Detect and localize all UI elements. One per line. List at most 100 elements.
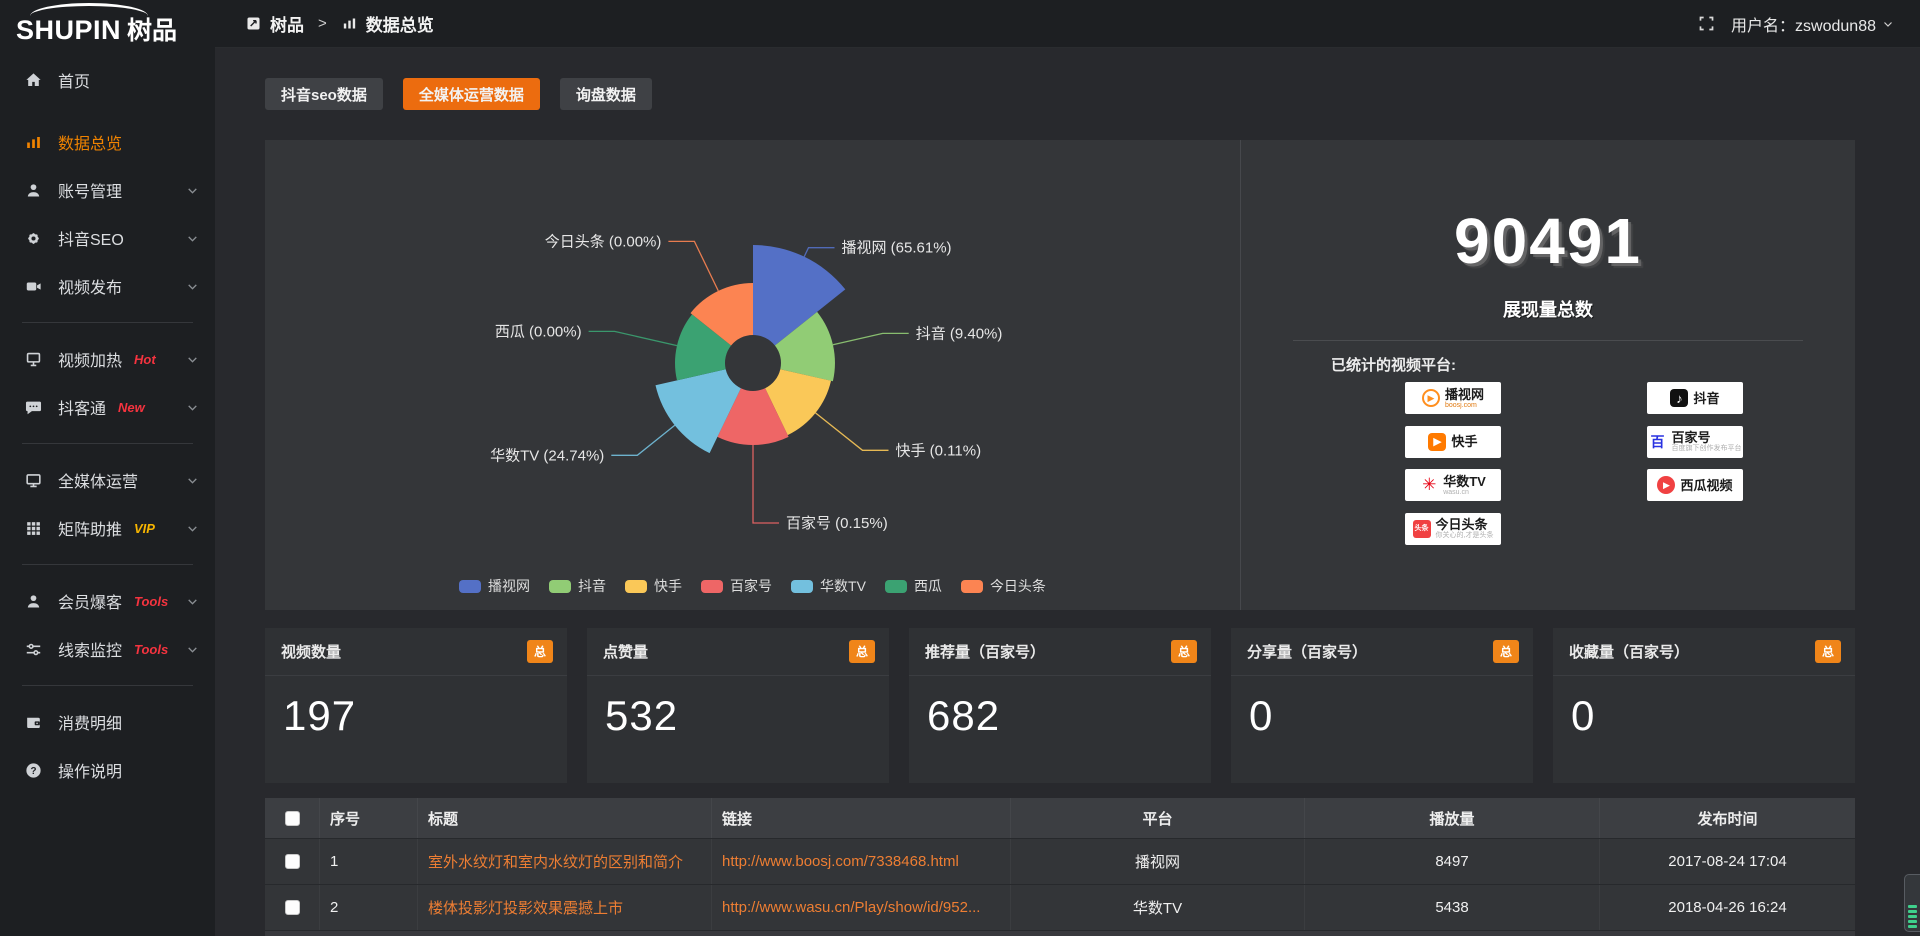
chevron-down-icon (186, 232, 199, 245)
divider (22, 322, 193, 323)
stat-title: 点赞量 (603, 644, 649, 661)
xigua-logo: ▶ (1657, 476, 1676, 494)
sidebar: SHUPIN 树品 首页 数据总览 账号管理 抖音SEO 视频发布 视频加热 H… (0, 0, 215, 936)
data-tabs: 抖音seo数据 全媒体运营数据 询盘数据 (265, 78, 652, 110)
legend-item-6[interactable]: 今日头条 (960, 576, 1046, 596)
topbar-right: 用户名：zswodun88 (1698, 12, 1894, 36)
legend-item-3[interactable]: 百家号 (701, 576, 772, 596)
stat-title: 分享量（百家号） (1247, 644, 1368, 661)
pie-slice-2[interactable] (765, 369, 831, 436)
sidebar-menu: 首页 数据总览 账号管理 抖音SEO 视频发布 视频加热 Hot 抖客通 New… (0, 48, 215, 794)
floating-scroll-widget[interactable] (1904, 874, 1920, 932)
label-line-4 (611, 424, 676, 456)
user-menu[interactable]: 用户名：zswodun88 (1731, 12, 1894, 36)
pie-label-5: 西瓜 (0.00%) (495, 323, 582, 340)
tab-inquiry-data[interactable]: 询盘数据 (559, 78, 652, 110)
sidebar-item-operation-help[interactable]: 操作说明 (0, 746, 215, 794)
chevron-down-icon (186, 401, 199, 414)
row-checkbox[interactable] (284, 900, 300, 915)
breadcrumb-item-root[interactable]: 树品 (270, 16, 304, 35)
sidebar-item-douyin-seo[interactable]: 抖音SEO (0, 214, 215, 262)
wasu-logo: ✳ (1420, 475, 1439, 494)
cell-title[interactable]: 室外水纹灯和室内水纹灯的区别和简介 (418, 839, 712, 884)
sidebar-item-video-heat[interactable]: 视频加热 Hot (0, 335, 215, 383)
select-all-checkbox[interactable] (284, 810, 300, 826)
sidebar-item-data-overview[interactable]: 数据总览 (0, 118, 215, 166)
video-table: 序号 标题 链接 平台 播放量 发布时间 1 室外水纹灯和室内水纹灯的区别和简介… (265, 798, 1855, 936)
sidebar-item-video-publish[interactable]: 视频发布 (0, 262, 215, 310)
pie-label-1: 抖音 (9.40%) (916, 325, 1003, 342)
douketong-icon (24, 398, 43, 417)
chevron-down-icon (186, 280, 199, 293)
badge-vip: VIP (134, 520, 155, 536)
sidebar-item-matrix-boost[interactable]: 矩阵助推 VIP (0, 504, 215, 552)
chevron-down-icon (1882, 18, 1894, 30)
sidebar-item-clue-monitor[interactable]: 线索监控 Tools (0, 625, 215, 673)
cell-title[interactable]: 楼体投影灯投影效果震撼上市 (418, 885, 712, 930)
chart-card: 播视网 (65.61%) 抖音 (9.40%) 快手 (0.11%) 百家号 (0.1… (265, 140, 1855, 610)
kuaishou-logo: ▶ (1428, 432, 1447, 451)
table-row-2: 2 楼体投影灯投影效果震撼上市 http://www.wasu.cn/Play/… (265, 884, 1855, 930)
logo-arc-decoration (30, 3, 148, 16)
sidebar-item-account-manage[interactable]: 账号管理 (0, 166, 215, 214)
legend-swatch (884, 579, 907, 593)
pie-slice-1[interactable] (774, 311, 835, 382)
chevron-down-icon (186, 522, 199, 535)
media-ops-icon (24, 471, 43, 490)
summary-panel: 90491 展现量总数 已统计的视频平台: ▶ 播视网 boosj.com ▶ … (1240, 140, 1855, 610)
legend-swatch (625, 579, 648, 593)
brand-logo[interactable]: SHUPIN 树品 (0, 0, 215, 48)
row-checkbox[interactable] (284, 854, 300, 869)
bar-chart-icon (341, 15, 358, 32)
sidebar-item-consume-detail[interactable]: 消费明细 (0, 698, 215, 746)
legend-item-4[interactable]: 华数TV (791, 576, 866, 596)
legend-item-5[interactable]: 西瓜 (884, 576, 942, 596)
cell-views: 5438 (1305, 885, 1600, 930)
fullscreen-icon[interactable] (1698, 15, 1715, 32)
pie-slice-3[interactable] (717, 388, 789, 446)
pie-slice-4[interactable] (655, 369, 741, 454)
table-body: 1 室外水纹灯和室内水纹灯的区别和简介 http://www.boosj.com… (265, 838, 1855, 930)
sidebar-item-member-booster[interactable]: 会员爆客 Tools (0, 577, 215, 625)
legend-item-1[interactable]: 抖音 (549, 576, 606, 596)
label-line-3 (752, 445, 779, 524)
legend-item-0[interactable]: 播视网 (459, 576, 530, 596)
stat-value: 197 (283, 692, 357, 739)
rose-pie-chart[interactable]: 播视网 (65.61%) 抖音 (9.40%) 快手 (0.11%) 百家号 (0.1… (265, 140, 1240, 580)
col-link: 链接 (712, 798, 1011, 838)
logo-text-en: SHUPIN (16, 15, 122, 45)
sidebar-item-home[interactable]: 首页 (0, 56, 215, 104)
tab-douyin-seo-data[interactable]: 抖音seo数据 (265, 78, 383, 110)
legend-swatch (459, 579, 482, 593)
platform-badge-华数TV: ✳ 华数TV wasu.cn (1405, 469, 1501, 501)
breadcrumb-item-current[interactable]: 数据总览 (365, 16, 434, 35)
divider (22, 685, 193, 686)
pie-slice-6[interactable] (690, 283, 754, 346)
legend-item-2[interactable]: 快手 (625, 576, 682, 596)
pie-slice-0[interactable] (753, 244, 846, 346)
chevron-down-icon (186, 184, 199, 197)
stat-title: 推荐量（百家号） (925, 644, 1046, 661)
platforms-label: 已统计的视频平台: (1331, 357, 1456, 374)
label-line-0 (803, 247, 835, 257)
cell-link[interactable]: http://www.wasu.cn/Play/show/id/952... (712, 885, 1011, 930)
stat-card-recommend-count: 推荐量（百家号） 总 682 (909, 628, 1211, 783)
tab-media-ops-data[interactable]: 全媒体运营数据 (402, 78, 540, 110)
video-publish-icon (24, 277, 43, 296)
sidebar-item-media-ops[interactable]: 全媒体运营 (0, 456, 215, 504)
stat-value: 0 (1249, 692, 1274, 739)
cell-link[interactable]: http://www.boosj.com/7338468.html (712, 839, 1011, 884)
sidebar-item-douketong[interactable]: 抖客通 New (0, 383, 215, 431)
stat-title: 视频数量 (281, 644, 342, 661)
cell-platform: 华数TV (1011, 885, 1305, 930)
label-line-2 (815, 412, 889, 451)
breadcrumb-separator: > (318, 15, 327, 32)
pie-slice-5[interactable] (675, 314, 732, 381)
stat-card-like-count: 点赞量 总 532 (587, 628, 889, 783)
label-line-5 (588, 330, 678, 347)
col-platform: 平台 (1011, 798, 1305, 838)
label-line-6 (668, 240, 719, 292)
stat-value: 532 (605, 692, 679, 739)
consume-detail-icon (24, 713, 43, 732)
